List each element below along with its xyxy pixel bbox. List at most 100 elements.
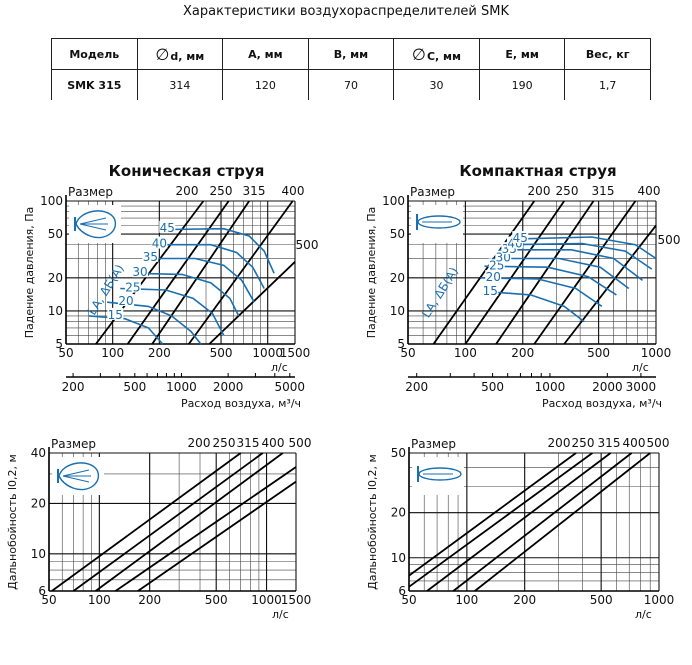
page-title: Характеристики воздухораспределителей SM… <box>183 4 509 19</box>
noise-curve-35 <box>498 249 643 281</box>
noise-level-label: 45 <box>160 221 175 235</box>
table-header-cell: В, мм <box>307 38 395 70</box>
size-line-250 <box>408 452 593 588</box>
y-tick-label: 10 <box>390 304 405 318</box>
table-header-cell: Вес, кг <box>564 38 651 70</box>
y-tick-label: 10 <box>48 304 63 318</box>
size-value-label: 500 <box>658 233 681 247</box>
size-line-500 <box>563 224 657 345</box>
noise-level-label: 15 <box>483 284 498 298</box>
x-tick-label: 500 <box>590 593 613 607</box>
x-tick-label: 50 <box>41 593 56 607</box>
y-tick-label: 6 <box>38 584 46 598</box>
noise-curve-35 <box>144 257 255 303</box>
size-value-label: 250 <box>572 436 595 450</box>
y-tick-label: 20 <box>48 271 63 285</box>
noise-label-bg <box>512 231 529 244</box>
secondary-tick-label: 200 <box>62 380 85 394</box>
noise-level-label: 30 <box>496 251 511 265</box>
noise-curve-40 <box>155 243 265 289</box>
size-line-500 <box>137 480 297 592</box>
size-value-label: 400 <box>638 184 661 198</box>
y-tick-label: 40 <box>31 446 46 460</box>
x-tick-label: 1000 <box>641 346 672 360</box>
y-tick-label: 5 <box>55 337 63 351</box>
secondary-tick-label: 500 <box>123 380 146 394</box>
table-cell: 1,7 <box>564 69 651 100</box>
noise-curve-20 <box>480 277 603 308</box>
x-tick-label: 1000 <box>644 593 675 607</box>
noise-level-label: 25 <box>125 281 140 295</box>
table-body: SMK 315 314 120 70 30 190 1,7 <box>51 69 651 100</box>
noise-curve-25 <box>484 265 617 296</box>
size-value-label: 250 <box>556 184 579 198</box>
noise-curve-20 <box>107 301 202 345</box>
x-tick-label: 100 <box>455 593 478 607</box>
size-line-315 <box>95 452 284 592</box>
x-tick-label: 100 <box>101 346 124 360</box>
noise-label-bg <box>124 280 141 293</box>
size-value-label: 200 <box>176 184 199 198</box>
jet-rays <box>62 469 91 483</box>
noise-curve-15 <box>88 315 164 345</box>
secondary-x-axis-label: Расход воздуха, м³/ч <box>542 397 662 410</box>
y-tick-label: 50 <box>391 446 406 460</box>
size-value-label: 200 <box>548 436 571 450</box>
secondary-tick-label: 1000 <box>535 380 566 394</box>
size-label: Размер <box>51 437 96 451</box>
size-line-500 <box>208 261 296 345</box>
noise-label-bg <box>118 294 135 307</box>
noise-level-label: 30 <box>132 265 147 279</box>
x-tick-label: 100 <box>88 593 111 607</box>
noise-curve-15 <box>485 290 585 323</box>
table-header-cell: ∅d, мм <box>136 38 224 70</box>
jet-outline <box>58 462 100 491</box>
y-axis-label: Дальнобойность l0,2, м <box>6 454 19 590</box>
noise-level-label: 15 <box>108 308 123 322</box>
size-value-label: 500 <box>296 238 319 252</box>
size-line-250 <box>72 452 264 592</box>
x-tick-label: 50 <box>58 346 73 360</box>
secondary-tick-label: 200 <box>405 380 428 394</box>
x-axis-label: л/с <box>635 608 652 621</box>
x-tick-label: 200 <box>138 593 161 607</box>
y-tick-label: 5 <box>397 337 405 351</box>
noise-level-label: 20 <box>118 294 133 308</box>
size-value-label: 400 <box>623 436 646 450</box>
table-header-label: d, мм <box>170 49 205 63</box>
x-tick-label: 100 <box>454 346 477 360</box>
table-header-cell: Модель <box>51 38 138 70</box>
size-line-200 <box>432 200 536 345</box>
x-tick-label: 500 <box>205 593 228 607</box>
table-cell: 190 <box>478 69 566 100</box>
size-line-500 <box>474 452 651 592</box>
size-line-400 <box>188 200 294 345</box>
y-tick-label: 100 <box>382 194 405 208</box>
table-cell: 30 <box>393 69 480 100</box>
secondary-tick-label: 1000 <box>166 380 197 394</box>
table-header-label: А, мм <box>248 47 283 61</box>
size-line-200 <box>408 452 577 577</box>
chart-title: Коническая струя <box>109 162 265 180</box>
table-header-label: Вес, кг <box>585 47 630 61</box>
size-value-label: 315 <box>237 436 260 450</box>
size-value-label: 200 <box>188 436 211 450</box>
size-value-label: 250 <box>213 436 236 450</box>
noise-label-bg <box>151 236 168 249</box>
size-value-label: 315 <box>243 184 266 198</box>
size-label: Размер <box>410 185 455 199</box>
table-header-label: Модель <box>69 47 120 61</box>
x-tick-label: 1500 <box>280 346 311 360</box>
x-tick-label: 500 <box>587 346 610 360</box>
noise-level-label: 35 <box>143 250 158 264</box>
noise-level-label: 40 <box>152 237 167 251</box>
conical-jet-icon <box>69 205 121 243</box>
size-line-315 <box>495 200 595 345</box>
size-line-315 <box>151 200 250 345</box>
x-tick-label: 200 <box>511 346 534 360</box>
size-line-200 <box>51 452 242 592</box>
x-tick-label: 200 <box>148 346 171 360</box>
